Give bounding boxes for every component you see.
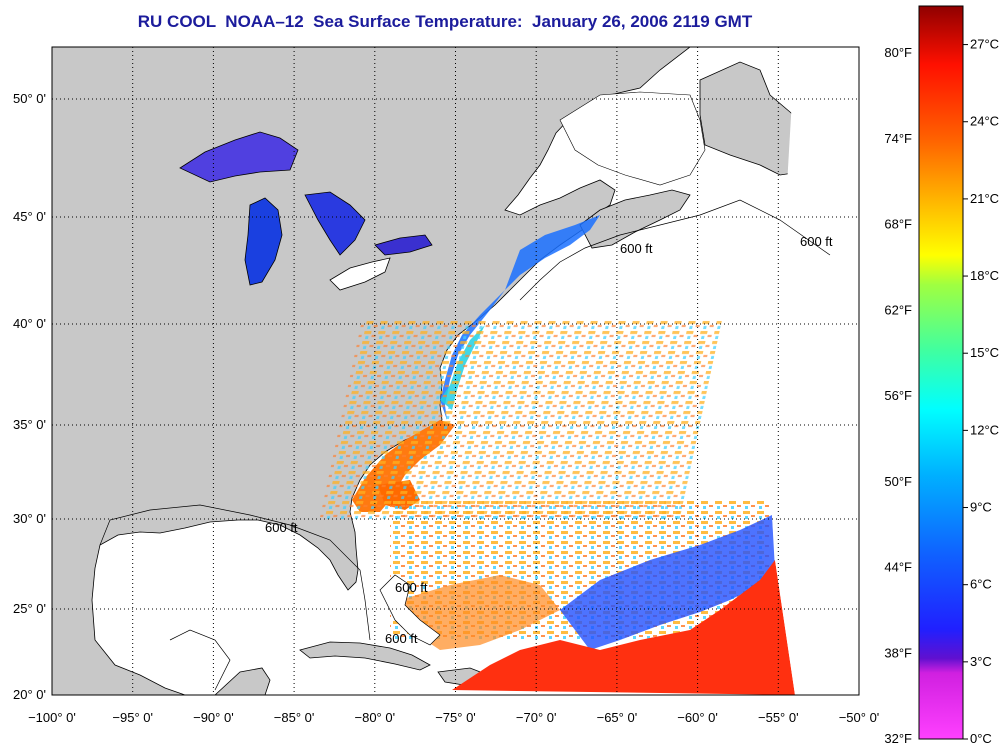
fahrenheit-tick-label: 44°F <box>884 560 912 575</box>
lake-superior <box>179 131 299 183</box>
fahrenheit-tick-label: 80°F <box>884 45 912 60</box>
sargasso-blue-region <box>560 515 775 650</box>
lake-huron <box>304 191 366 256</box>
isobath-label-3: 600 ft <box>265 520 298 535</box>
fahrenheit-tick-label: 56°F <box>884 388 912 403</box>
longitude-tick-label: −60° 0' <box>677 710 718 725</box>
bahamas <box>379 574 441 646</box>
isobath-contour-2 <box>99 504 371 641</box>
celsius-tick-label: 9°C <box>970 500 992 515</box>
st-lawrence-gulf <box>559 91 706 186</box>
longitude-tick-label: −85° 0' <box>274 710 315 725</box>
longitude-tick-label: −70° 0' <box>516 710 557 725</box>
fahrenheit-tick-label: 68°F <box>884 217 912 232</box>
sst-scatter-north <box>319 320 722 520</box>
swath-edge-cover <box>770 47 859 695</box>
graticule <box>52 47 859 695</box>
sargasso-red-region <box>452 560 795 695</box>
longitude-labels: −100° 0' −95° 0' −90° 0' −85° 0' −80° 0' −75°… <box>28 710 879 725</box>
longitude-tick-label: −65° 0' <box>597 710 638 725</box>
nova-scotia <box>579 189 691 249</box>
celsius-tick-label: 21°C <box>970 191 999 206</box>
longitude-tick-label: −90° 0' <box>193 710 234 725</box>
lake-erie <box>329 257 391 291</box>
fahrenheit-tick-label: 74°F <box>884 131 912 146</box>
map-title: RU COOL NOAA–12 Sea Surface Temperature:… <box>137 12 753 31</box>
latitude-tick-label: 30° 0' <box>13 511 46 526</box>
latitude-tick-label: 50° 0' <box>13 91 46 106</box>
isobath-label-2: 600 ft <box>800 234 833 249</box>
yucatan-land <box>214 667 271 695</box>
fahrenheit-tick-label: 50°F <box>884 474 912 489</box>
lake-michigan <box>244 197 283 286</box>
southern-orange-region <box>400 575 560 650</box>
longitude-tick-label: −50° 0' <box>839 710 880 725</box>
longitude-tick-label: −75° 0' <box>435 710 476 725</box>
celsius-tick-label: 12°C <box>970 422 999 437</box>
isobath-label: 600 ft <box>620 241 653 256</box>
celsius-tick-label: 27°C <box>970 37 999 52</box>
celsius-tick-label: 6°C <box>970 577 992 592</box>
latitude-tick-label: 40° 0' <box>13 316 46 331</box>
latitude-tick-label: 25° 0' <box>13 601 46 616</box>
longitude-tick-label: −100° 0' <box>28 710 76 725</box>
fahrenheit-tick-label: 32°F <box>884 731 912 746</box>
longitude-tick-label: −95° 0' <box>112 710 153 725</box>
isobath-label-5: 600 ft <box>385 631 418 646</box>
cuba <box>299 641 431 671</box>
celsius-tick-label: 3°C <box>970 654 992 669</box>
celsius-tick-label: 15°C <box>970 345 999 360</box>
fahrenheit-tick-label: 62°F <box>884 302 912 317</box>
fahrenheit-tick-label: 38°F <box>884 645 912 660</box>
map-frame <box>51 46 860 696</box>
celsius-tick-label: 18°C <box>970 268 999 283</box>
latitude-tick-label: 35° 0' <box>13 417 46 432</box>
latitude-tick-label: 45° 0' <box>13 209 46 224</box>
isobath-label-4: 600 ft <box>395 580 428 595</box>
isobath-contour <box>519 199 831 301</box>
celsius-scale: 27°C 24°C 21°C 18°C 15°C 12°C 9°C 6°C 3°C 0°C <box>963 37 999 746</box>
fahrenheit-scale: 80°F 74°F 68°F 62°F 56°F 50°F 44°F 38°F 32°F <box>884 45 912 746</box>
longitude-tick-label: −55° 0' <box>758 710 799 725</box>
colorbar <box>918 5 964 740</box>
lake-ontario <box>374 234 433 256</box>
longitude-tick-label: −80° 0' <box>355 710 396 725</box>
celsius-tick-label: 0°C <box>970 731 992 746</box>
celsius-tick-label: 24°C <box>970 114 999 129</box>
latitude-labels: 20° 0' 25° 0' 30° 0' 35° 0' 40° 0' 45° 0' 50° … <box>13 91 46 702</box>
isobath-contour-3 <box>169 629 231 691</box>
coastal-cold-band <box>440 215 600 420</box>
latitude-tick-label: 20° 0' <box>13 687 46 702</box>
